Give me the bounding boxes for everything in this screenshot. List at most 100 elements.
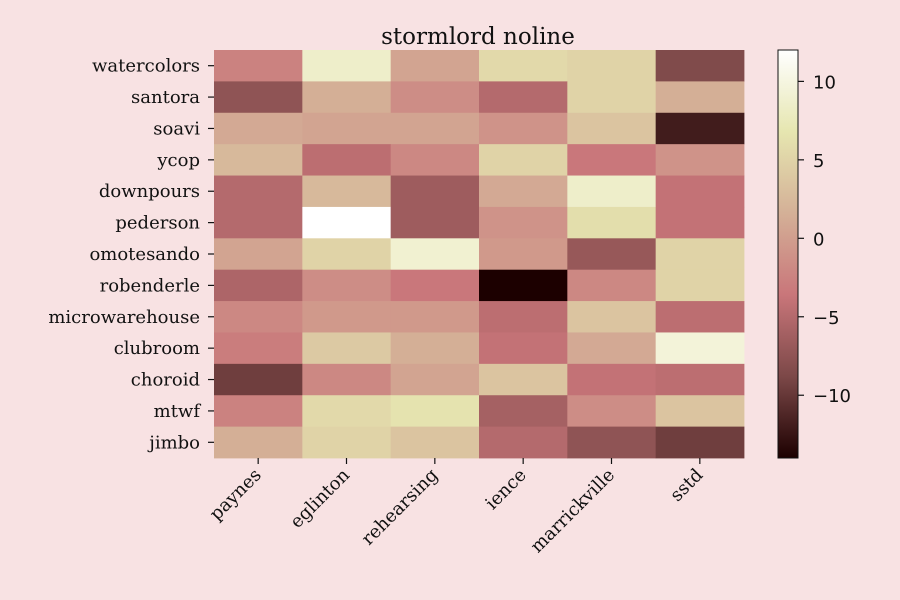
heatmap-cell: [479, 395, 568, 428]
heatmap-cell: [302, 395, 392, 428]
heatmap-cell: [390, 332, 480, 365]
heatmap-cell: [479, 81, 568, 114]
heatmap-cell: [655, 301, 745, 333]
colorbar-gradient: [777, 49, 799, 459]
y-tick-label: santora: [131, 87, 200, 108]
heatmap-cell: [567, 238, 657, 271]
colorbar-tick-label: 5: [813, 151, 824, 172]
x-tick-label: paynes: [206, 465, 266, 525]
chart-title: stormlord noline: [381, 24, 575, 50]
heatmap-cell: [655, 112, 745, 145]
heatmap-cell: [567, 144, 657, 176]
heatmap-cell: [655, 206, 745, 239]
heatmap-cell: [479, 332, 568, 365]
heatmap-cell: [390, 81, 480, 114]
x-tick-label: eglinton: [286, 464, 354, 532]
heatmap-cell: [479, 426, 568, 459]
heatmap-cell: [567, 426, 657, 459]
heatmap-cell: [479, 301, 568, 333]
heatmap-cell: [479, 144, 568, 176]
x-tick-label: rehearsing: [358, 465, 443, 550]
heatmap-cell: [567, 50, 657, 82]
heatmap-cell: [479, 206, 568, 239]
y-tick-label: robenderle: [100, 275, 200, 296]
heatmap-cell: [479, 112, 568, 145]
heatmap-cell: [479, 175, 568, 208]
heatmap-cell: [302, 81, 392, 114]
heatmap-cell: [302, 301, 392, 333]
heatmap-cell: [390, 269, 480, 302]
colorbar: 10 5 0 −5 −10: [777, 49, 851, 459]
heatmap-cell: [390, 426, 480, 459]
heatmap-cell: [567, 175, 657, 208]
colorbar-tick-label: −10: [813, 386, 851, 407]
heatmap-cell: [214, 269, 303, 302]
heatmap-cell: [655, 332, 745, 365]
y-tick-label: ycop: [156, 150, 200, 171]
y-tick-label: watercolors: [92, 56, 200, 77]
y-tick-label: omotesando: [89, 244, 200, 265]
heatmap-cell: [214, 112, 303, 145]
heatmap-cell: [302, 144, 392, 176]
heatmap-cell: [214, 426, 303, 459]
heatmap-cell: [390, 112, 480, 145]
heatmap-cell: [302, 238, 392, 271]
colorbar-tick-label: 0: [813, 229, 824, 250]
heatmap-cell: [302, 112, 392, 145]
colorbar-tick-label: −5: [813, 308, 840, 329]
heatmap-cell: [567, 301, 657, 333]
heatmap-cell: [214, 175, 303, 208]
heatmap-cell: [214, 395, 303, 428]
y-tick-label: downpours: [99, 181, 200, 202]
heatmap-cell: [214, 206, 303, 239]
heatmap-cell: [390, 395, 480, 428]
heatmap-cell: [479, 238, 568, 271]
heatmap-cell: [655, 175, 745, 208]
y-tick-label: clubroom: [114, 338, 200, 359]
y-tick-label: choroid: [131, 370, 200, 391]
y-tick-label: pederson: [115, 213, 200, 234]
heatmap-cell: [390, 363, 480, 396]
heatmap-cell: [655, 81, 745, 114]
heatmap-cell: [214, 144, 303, 176]
heatmap-cell: [390, 175, 480, 208]
y-tick-label: soavi: [153, 118, 200, 139]
heatmap-cell: [479, 269, 568, 302]
heatmap-cell: [214, 81, 303, 114]
heatmap-cell: [214, 332, 303, 365]
x-axis-labels: paynes eglinton rehearsing iencemarrickvill…: [206, 458, 707, 558]
heatmap-cell: [655, 238, 745, 271]
heatmap-cell: [567, 206, 657, 239]
heatmap-cells: [214, 50, 745, 459]
heatmap-cell: [567, 112, 657, 145]
y-tick-label: mtwf: [154, 401, 202, 422]
heatmap-cell: [390, 206, 480, 239]
y-tick-label: jimbo: [147, 432, 200, 453]
heatmap-cell: [567, 395, 657, 428]
heatmap-cell: [214, 363, 303, 396]
colorbar-ticks: 10 5 0 −5 −10: [798, 72, 851, 407]
heatmap-cell: [655, 426, 745, 459]
y-tick-label: microwarehouse: [48, 307, 200, 328]
heatmap-cell: [214, 50, 303, 82]
colorbar-tick-label: 10: [813, 72, 836, 93]
heatmap-cell: [567, 269, 657, 302]
heatmap-cell: [390, 144, 480, 176]
heatmap-cell: [655, 395, 745, 428]
heatmap-cell: [390, 301, 480, 333]
heatmap-cell: [479, 50, 568, 82]
x-tick-label: marrickville: [527, 465, 620, 558]
heatmap-cell: [567, 363, 657, 396]
heatmap-cell: [655, 50, 745, 82]
heatmap-cell: [302, 50, 392, 82]
heatmap-cell: [479, 363, 568, 396]
heatmap-cell: [390, 50, 480, 82]
x-tick-label: sstd: [666, 465, 707, 506]
heatmap-cell: [302, 269, 392, 302]
heatmap-cell: [655, 269, 745, 302]
heatmap-cell: [390, 238, 480, 271]
heatmap-cell: [302, 363, 392, 396]
heatmap-cell: [302, 332, 392, 365]
heatmap-cell: [214, 238, 303, 271]
